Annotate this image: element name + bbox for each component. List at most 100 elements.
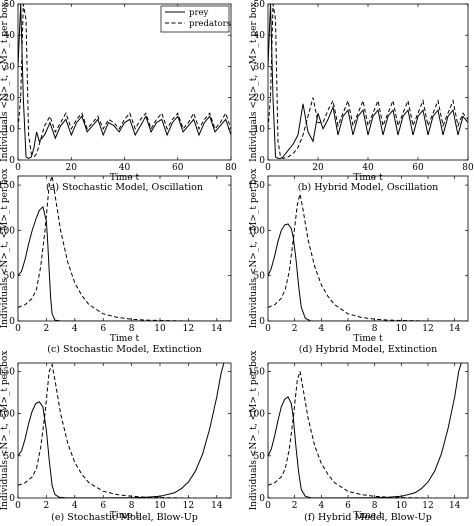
- y-tick-label: 150: [0, 367, 15, 377]
- series-line-predators: [18, 363, 231, 498]
- x-tick-label: 12: [183, 501, 194, 511]
- chart-panel-2: 0 2 4 6 8 10 12 14 0 50 100 150 Time t Individuals <N…: [0, 169, 232, 355]
- x-axis-label: Time t: [110, 511, 140, 521]
- x-tick-label: 0: [265, 501, 271, 511]
- plot-frame: [267, 3, 469, 161]
- x-tick-label: 2: [44, 501, 50, 511]
- series-line-predators: [268, 193, 468, 321]
- x-tick-label: 0: [15, 324, 21, 334]
- x-tick-label: 10: [396, 324, 408, 334]
- x-tick-label: 12: [422, 324, 433, 334]
- y-tick-label: 20: [4, 94, 16, 104]
- y-tick-label: 10: [254, 125, 266, 135]
- y-axis-label: Individuals <N>_t, <M>_t per box: [249, 2, 259, 162]
- legend-box: [160, 5, 230, 33]
- x-tick-label: 40: [119, 163, 131, 173]
- y-axis-label: Individuals <N>_t, <M>_t per box: [0, 169, 10, 329]
- x-tick-label: 6: [100, 501, 106, 511]
- x-tick-label: 60: [412, 163, 424, 173]
- panel-caption: (a) Stochastic Model, Oscillation: [46, 182, 203, 193]
- legend-entry: prey: [189, 8, 209, 18]
- chart-panel-3: 0 2 4 6 8 10 12 14 0 50 100 150 Time t Individuals <N…: [248, 169, 469, 355]
- series-line-predators: [18, 4, 231, 158]
- x-tick-label: 20: [312, 163, 324, 173]
- y-tick-label: 40: [4, 31, 16, 41]
- x-tick-label: 10: [154, 501, 166, 511]
- y-tick-label: 0: [9, 317, 15, 327]
- x-tick-label: 40: [362, 163, 374, 173]
- plot-frame: [17, 175, 232, 322]
- plot-frame: [267, 175, 469, 322]
- x-tick-label: 2: [292, 324, 298, 334]
- x-tick-label: 4: [72, 501, 78, 511]
- x-tick-label: 0: [265, 324, 271, 334]
- x-tick-label: 0: [15, 163, 21, 173]
- x-tick-label: 10: [396, 501, 408, 511]
- plot-frame: [17, 362, 232, 499]
- panel-caption: (d) Hybrid Model, Extinction: [299, 344, 437, 355]
- y-tick-label: 50: [254, 0, 266, 10]
- x-tick-label: 20: [66, 163, 78, 173]
- x-tick-label: 2: [44, 324, 50, 334]
- y-axis-label: Individuals <N>_t, <M>_t per box: [249, 351, 259, 511]
- x-tick-label: 8: [129, 324, 135, 334]
- y-axis-label: Individuals <N>_t, <M>_t per box: [249, 169, 259, 329]
- plot-frame: [267, 362, 469, 499]
- x-axis-label: Time t: [110, 173, 140, 183]
- x-tick-label: 4: [318, 501, 324, 511]
- chart-panel-1: 0 20 40 60 80 0 10 20 30 40 50 Time t Individuals <N…: [249, 0, 474, 193]
- x-tick-label: 14: [211, 324, 223, 334]
- panel-caption: (b) Hybrid Model, Oscillation: [298, 182, 439, 193]
- x-tick-label: 4: [318, 324, 324, 334]
- chart-panel-4: 0 2 4 6 8 10 12 14 0 50 100 150 Time t Individuals <N…: [0, 351, 232, 523]
- y-tick-label: 0: [9, 494, 15, 504]
- series-line-prey: [268, 223, 468, 321]
- x-tick-label: 6: [345, 324, 351, 334]
- y-tick-label: 20: [254, 94, 266, 104]
- y-tick-label: 150: [0, 181, 15, 191]
- y-tick-label: 0: [9, 156, 15, 166]
- y-tick-label: 30: [4, 62, 16, 72]
- chart-panel-5: 0 2 4 6 8 10 12 14 0 50 100 150 Time t Individuals <N…: [248, 351, 469, 523]
- x-axis-label: Time t: [353, 511, 383, 521]
- series-line-prey: [18, 4, 231, 159]
- panel-caption: (e) Stochastic Model, Blow-Up: [51, 512, 198, 523]
- series-line-prey: [268, 4, 468, 159]
- x-axis-label: Time t: [353, 334, 383, 344]
- y-tick-label: 0: [259, 317, 265, 327]
- x-tick-label: 12: [183, 324, 194, 334]
- x-tick-label: 8: [372, 501, 378, 511]
- panel-caption: (c) Stochastic Model, Extinction: [47, 344, 201, 355]
- x-tick-label: 14: [449, 324, 461, 334]
- y-tick-label: 0: [259, 494, 265, 504]
- y-tick-label: 100: [0, 410, 15, 420]
- y-tick-label: 150: [248, 367, 265, 377]
- series-line-predators: [268, 371, 468, 498]
- legend-entry: predators: [189, 19, 231, 29]
- panel-caption: (f) Hybrid Model, Blow-Up: [304, 512, 432, 523]
- y-tick-label: 40: [254, 31, 266, 41]
- x-tick-label: 80: [462, 163, 474, 173]
- chart-panel-0: 0 20 40 60 80 0 10 20 30 40 50 Time t Individuals <N…: [0, 0, 237, 193]
- x-tick-label: 6: [100, 324, 106, 334]
- y-tick-label: 50: [4, 272, 16, 282]
- y-tick-label: 50: [254, 452, 266, 462]
- x-tick-label: 14: [211, 501, 223, 511]
- x-tick-label: 8: [372, 324, 378, 334]
- x-tick-label: 0: [265, 163, 271, 173]
- x-tick-label: 14: [449, 501, 461, 511]
- series-line-prey: [18, 205, 231, 321]
- y-tick-label: 30: [254, 62, 266, 72]
- x-tick-label: 8: [129, 501, 135, 511]
- y-tick-label: 50: [4, 0, 16, 10]
- x-tick-label: 12: [422, 501, 433, 511]
- y-tick-label: 100: [248, 226, 265, 236]
- x-tick-label: 6: [345, 501, 351, 511]
- x-axis-label: Time t: [110, 334, 140, 344]
- x-tick-label: 10: [154, 324, 166, 334]
- y-tick-label: 10: [4, 125, 16, 135]
- series-line-predators: [18, 176, 231, 321]
- series-line-predators: [268, 4, 468, 159]
- y-tick-label: 50: [4, 452, 16, 462]
